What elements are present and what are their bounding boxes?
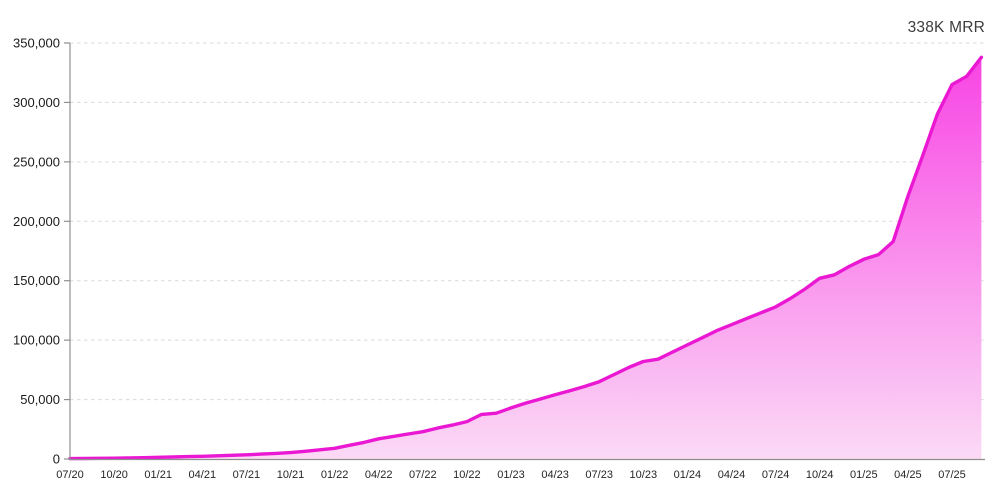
x-axis-label: 07/23 [585,469,613,481]
x-axis-label: 04/22 [365,469,393,481]
x-axis-label: 04/24 [718,469,746,481]
x-axis-label: 04/23 [541,469,569,481]
y-axis-label: 100,000 [13,333,60,348]
x-axis-label: 04/21 [189,469,217,481]
x-axis-label: 04/25 [894,469,922,481]
x-axis-label: 10/21 [277,469,305,481]
y-axis-label: 300,000 [13,95,60,110]
x-axis-label: 07/25 [938,469,966,481]
x-axis-label: 10/23 [630,469,658,481]
y-axis-label: 200,000 [13,214,60,229]
x-axis-label: 07/21 [233,469,261,481]
y-axis-label: 0 [53,452,60,467]
x-axis-label: 07/22 [409,469,437,481]
x-axis-label: 01/24 [674,469,702,481]
y-axis-label: 250,000 [13,154,60,169]
x-axis-label: 10/20 [100,469,128,481]
mrr-badge: 338K MRR [907,19,985,36]
mrr-area-fill [70,57,982,460]
mrr-line [68,55,984,461]
x-axis-label: 07/20 [56,469,84,481]
y-axis-label: 50,000 [20,392,60,407]
y-axis-label: 350,000 [13,36,60,51]
x-axis-label: 10/22 [453,469,481,481]
y-axis-label: 150,000 [13,273,60,288]
x-axis-label: 01/25 [850,469,878,481]
x-axis-label: 01/22 [321,469,349,481]
x-axis-label: 07/24 [762,469,790,481]
x-axis-label: 10/24 [806,469,834,481]
x-axis-label: 01/23 [497,469,525,481]
x-axis-label: 01/21 [144,469,172,481]
